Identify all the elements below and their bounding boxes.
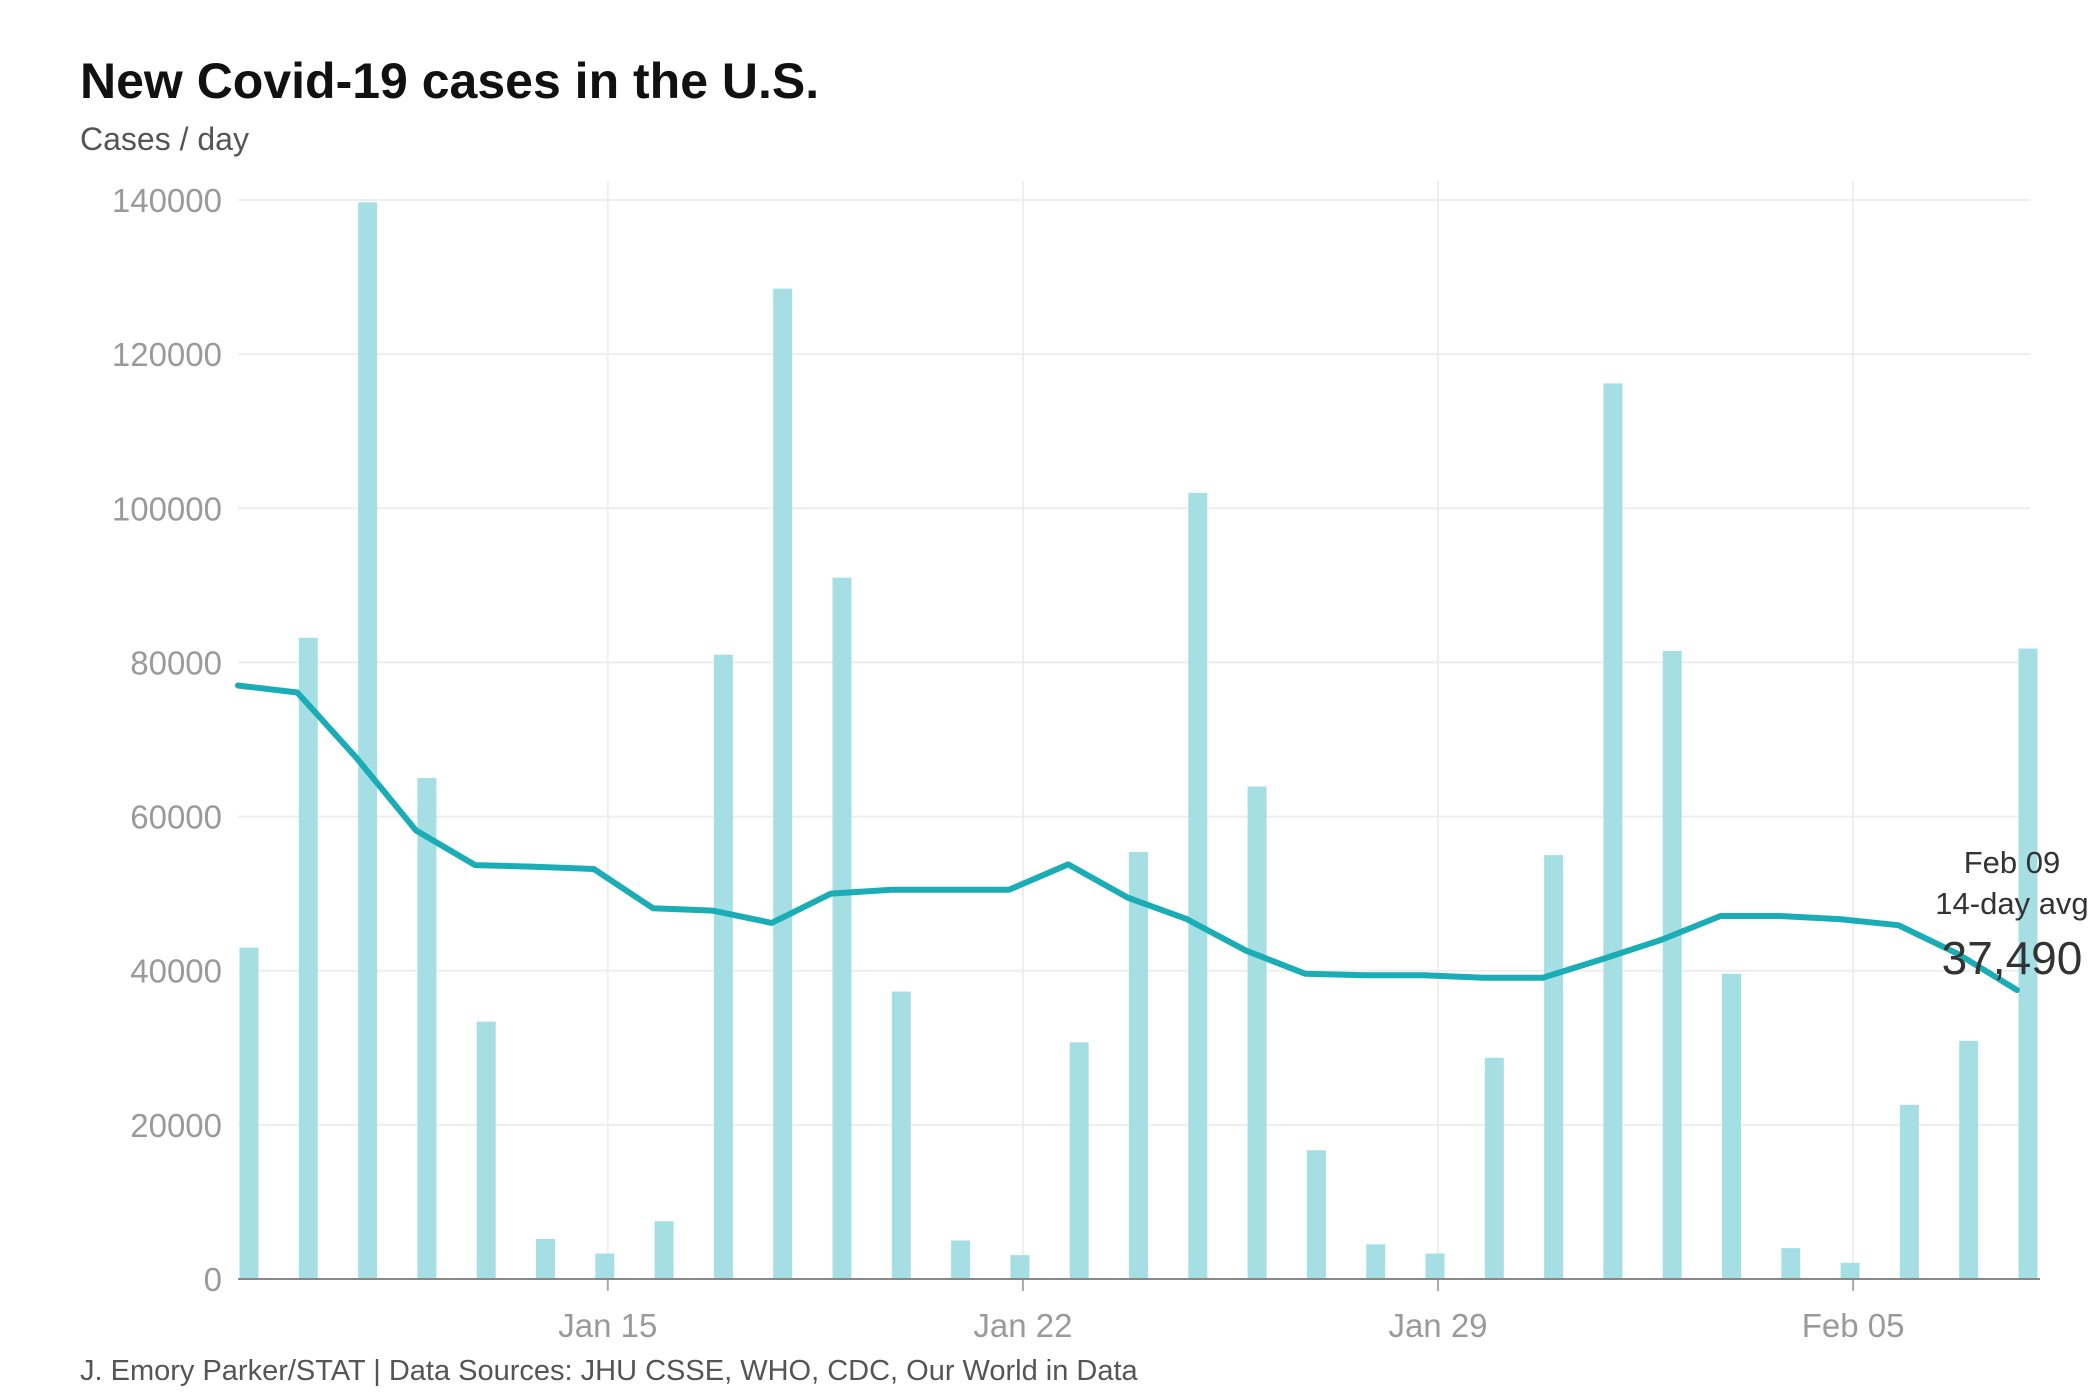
bar bbox=[1425, 1253, 1445, 1279]
y-tick-label: 120000 bbox=[112, 336, 222, 373]
bar bbox=[832, 577, 852, 1279]
bar bbox=[1010, 1255, 1030, 1279]
bar bbox=[1899, 1104, 1919, 1279]
annotation-label: 14-day avg bbox=[1935, 886, 2088, 921]
annotation-date: Feb 09 bbox=[1964, 845, 2061, 880]
x-tick-label: Jan 15 bbox=[558, 1307, 657, 1344]
y-tick-label: 40000 bbox=[130, 953, 222, 990]
bar bbox=[1188, 492, 1208, 1279]
bar bbox=[476, 1021, 496, 1279]
bar bbox=[358, 202, 378, 1280]
y-tick-label: 60000 bbox=[130, 799, 222, 836]
y-tick-label: 0 bbox=[204, 1261, 222, 1298]
bar bbox=[298, 637, 318, 1279]
chart-title: New Covid-19 cases in the U.S. bbox=[80, 53, 819, 109]
bar bbox=[1662, 650, 1682, 1279]
gridlines bbox=[238, 181, 2030, 1279]
bar bbox=[239, 947, 259, 1279]
bar bbox=[2018, 648, 2038, 1279]
bar bbox=[1129, 852, 1148, 1279]
source-footer: J. Emory Parker/STAT | Data Sources: JHU… bbox=[80, 1355, 1139, 1387]
bar bbox=[713, 654, 733, 1279]
bar bbox=[1484, 1057, 1504, 1279]
y-tick-label: 80000 bbox=[130, 644, 222, 681]
y-tick-label: 100000 bbox=[112, 490, 222, 527]
bar bbox=[951, 1240, 971, 1279]
bar bbox=[595, 1253, 615, 1279]
x-tick-label: Feb 05 bbox=[1802, 1307, 1905, 1344]
annotation: Feb 09 14-day avg 37,490 bbox=[1935, 845, 2088, 984]
bar bbox=[1306, 1150, 1326, 1279]
bar bbox=[773, 288, 793, 1279]
bar-series bbox=[239, 202, 2038, 1280]
bar bbox=[654, 1221, 674, 1279]
bar bbox=[1247, 786, 1267, 1279]
annotation-value: 37,490 bbox=[1942, 932, 2083, 984]
bar bbox=[1959, 1040, 1979, 1279]
y-tick-label: 20000 bbox=[130, 1107, 222, 1144]
avg-line bbox=[235, 682, 2020, 994]
chart-subtitle: Cases / day bbox=[80, 121, 249, 157]
bar bbox=[417, 778, 437, 1279]
bar bbox=[1603, 383, 1623, 1279]
bar bbox=[1840, 1262, 1860, 1279]
x-tick-label: Jan 29 bbox=[1388, 1307, 1487, 1344]
bar bbox=[1781, 1248, 1801, 1279]
bar bbox=[1544, 855, 1564, 1279]
bar bbox=[1722, 973, 1741, 1279]
bar bbox=[1069, 1042, 1089, 1279]
bar bbox=[891, 991, 911, 1279]
axes: 0 20000 40000 60000 80000 100000 120000 140000 J… bbox=[112, 182, 2040, 1344]
x-tick-label: Jan 22 bbox=[973, 1307, 1072, 1344]
y-tick-label: 140000 bbox=[112, 182, 222, 219]
bar bbox=[1366, 1244, 1386, 1279]
bar bbox=[536, 1238, 555, 1279]
